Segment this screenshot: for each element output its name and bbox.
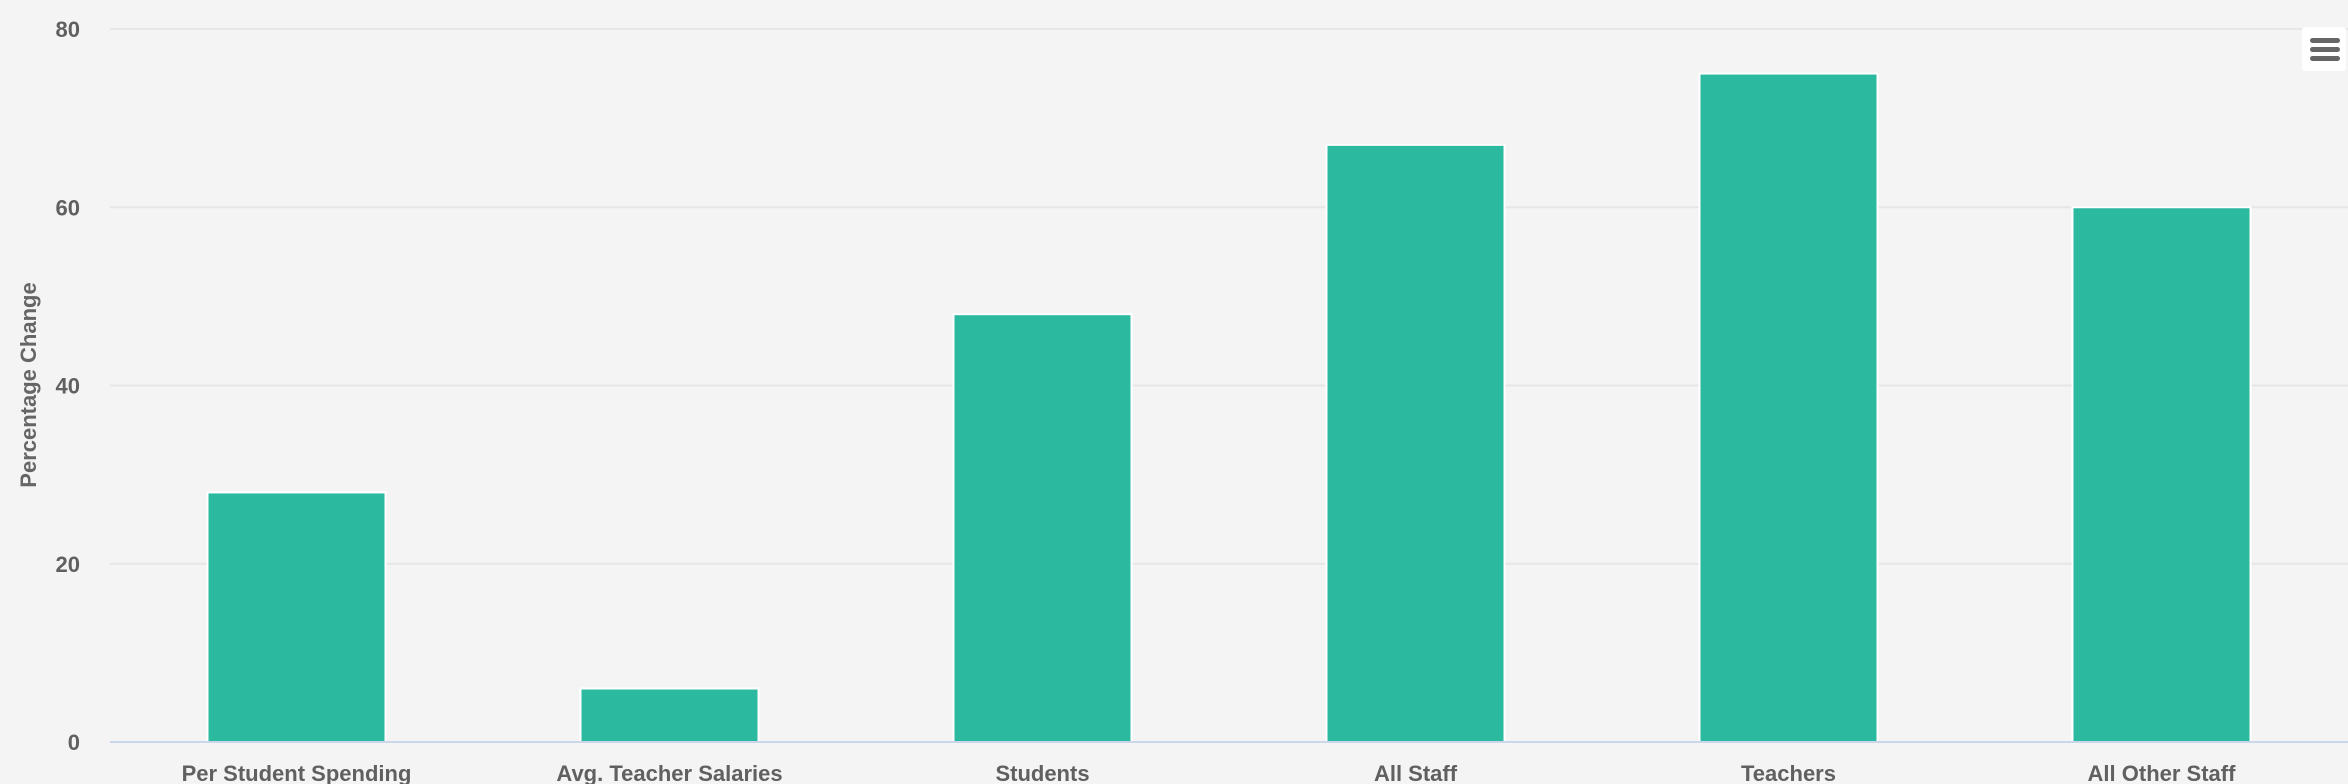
x-category-label: All Other Staff [2088, 761, 2237, 784]
x-category-label: All Staff [1374, 761, 1458, 784]
bar-avg-teacher-salaries[interactable] [579, 687, 760, 744]
y-tick-label: 20 [56, 552, 80, 577]
y-tick-label: 0 [68, 730, 80, 755]
y-tick-label: 60 [56, 195, 80, 220]
bar-all-staff[interactable] [1325, 143, 1506, 744]
x-category-label: Teachers [1741, 761, 1836, 784]
x-category-label: Students [995, 761, 1089, 784]
chart-menu-button[interactable] [2302, 27, 2346, 71]
bar-all-other-staff[interactable] [2071, 206, 2252, 743]
bar-students[interactable] [952, 313, 1133, 743]
y-tick-label: 80 [56, 17, 80, 42]
x-category-label: Per Student Spending [182, 761, 412, 784]
bar-per-student-spending[interactable] [206, 491, 387, 744]
bars [206, 72, 2252, 744]
y-tick-label: 40 [56, 374, 80, 399]
labels: 0 20 40 60 80 Per Student Spending Avg. Teache… [56, 17, 2237, 784]
y-axis-title: Percentage Change [16, 282, 41, 487]
bar-teachers[interactable] [1698, 72, 1879, 743]
x-category-label: Avg. Teacher Salaries [556, 761, 782, 784]
gridlines [110, 28, 2348, 565]
